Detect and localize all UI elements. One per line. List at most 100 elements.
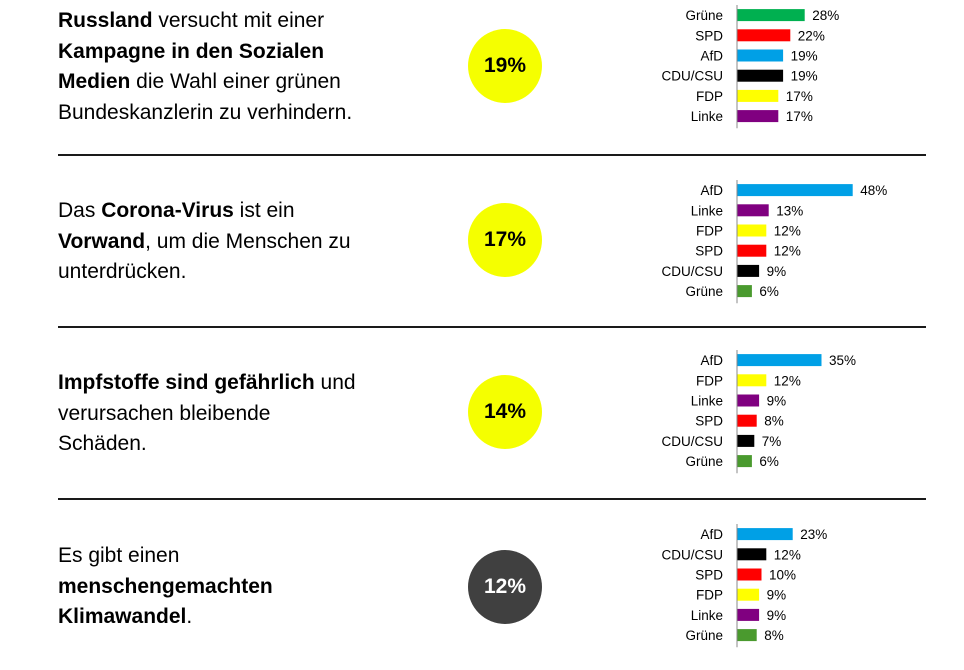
bar (737, 455, 752, 468)
category-label: SPD (695, 414, 723, 429)
bar (737, 414, 757, 427)
value-label: 6% (759, 454, 779, 469)
value-label: 10% (769, 568, 796, 583)
statement-line: Das Corona-Virus ist ein (58, 196, 438, 227)
statement-emphasis: Impfstoffe sind gefährlich (58, 371, 315, 394)
value-label: 22% (798, 28, 825, 43)
statement-text: Das Corona-Virus ist ein Vorwand, um die … (58, 196, 438, 288)
value-label: 8% (764, 414, 784, 429)
bar (737, 244, 767, 257)
category-label: FDP (696, 89, 723, 104)
category-label: Grüne (685, 628, 723, 643)
category-label: AfD (700, 49, 723, 64)
value-label: 12% (774, 224, 801, 239)
statement-line: menschengemachten (58, 572, 438, 603)
bar-chart-svg: AfD 23% CDU/CSU 12% SPD 10% FDP 9% Linke 9% Grüne 8… (661, 524, 827, 648)
statement-run: verursachen bleibende (58, 401, 271, 425)
statement-line: Bundeskanzlerin zu verhindern. (58, 98, 438, 129)
statement-run: unterdrücken. (58, 260, 187, 283)
category-label: Grüne (685, 284, 723, 299)
value-label: 17% (786, 89, 813, 104)
statement-emphasis: Vorwand (58, 229, 146, 253)
overall-percentage-badge: 14% (468, 375, 542, 449)
category-label: AfD (700, 353, 723, 368)
bar (737, 608, 760, 621)
statement-text: Russland versucht mit einer Kampagne in d… (58, 6, 438, 128)
section-divider (58, 154, 926, 156)
statement-run: versucht mit einer (152, 9, 325, 32)
bar (737, 568, 762, 581)
value-label: 9% (767, 588, 787, 603)
value-label: 12% (774, 373, 801, 388)
bar (737, 434, 755, 447)
bar (737, 264, 760, 277)
overall-percentage-badge: 19% (468, 29, 542, 103)
statement-text: Impfstoffe sind gefährlich und verursache… (58, 368, 438, 460)
category-label: AfD (700, 527, 723, 542)
value-label: 19% (791, 49, 818, 64)
bar (737, 49, 784, 62)
bar (737, 629, 757, 642)
statement-run: Das (58, 199, 102, 222)
statement-run: Schäden. (58, 432, 147, 455)
statement-line: Klimawandel. (58, 602, 438, 633)
statement-run: Es gibt einen (58, 544, 180, 567)
statement-emphasis: Corona-Virus (101, 199, 234, 222)
statement-run: . (186, 605, 193, 628)
statement-run: , um die Menschen zu (145, 229, 351, 253)
value-label: 48% (860, 183, 887, 198)
bar (737, 528, 793, 541)
statement-emphasis: Medien (58, 70, 131, 93)
category-label: Grüne (685, 454, 723, 469)
category-label: FDP (696, 224, 723, 239)
value-label: 8% (764, 628, 784, 643)
bar (737, 9, 805, 22)
bar (737, 29, 791, 42)
statement-line: unterdrücken. (58, 257, 438, 288)
party-bar-chart: AfD 23% CDU/CSU 12% SPD 10% FDP 9% Linke 9% Grüne 8… (640, 524, 940, 649)
value-label: 6% (759, 284, 779, 299)
bar (737, 374, 767, 387)
value-label: 17% (786, 109, 813, 124)
value-label: 12% (774, 547, 801, 562)
statement-line: Es gibt einen (58, 541, 438, 572)
category-label: Linke (691, 203, 723, 218)
bar (737, 354, 822, 367)
value-label: 7% (762, 434, 782, 449)
statement-run: die Wahl einer grünen (130, 70, 341, 93)
value-label: 23% (800, 527, 827, 542)
category-label: Linke (691, 608, 723, 623)
party-bar-chart: AfD 35% FDP 12% Linke 9% SPD 8% CDU/CSU 7% Grüne 6% (640, 350, 940, 475)
bar (737, 110, 779, 123)
bar (737, 184, 853, 197)
category-label: CDU/CSU (661, 547, 723, 562)
bar (737, 285, 752, 298)
overall-percentage-badge: 12% (468, 550, 542, 624)
statement-run: Bundeskanzlerin zu verhindern. (58, 100, 353, 124)
value-label: 9% (767, 394, 787, 409)
party-bar-chart: Grüne 28% SPD 22% AfD 19% CDU/CSU 19% FDP 17% Link… (640, 5, 940, 130)
bar (737, 588, 760, 601)
bar (737, 204, 769, 217)
bar-chart-svg: AfD 35% FDP 12% Linke 9% SPD 8% CDU/CSU 7% Grüne 6% (661, 350, 856, 474)
category-label: Linke (691, 394, 723, 409)
category-label: SPD (695, 244, 723, 259)
statement-line: Russland versucht mit einer (58, 6, 438, 37)
statement-line: verursachen bleibende (58, 399, 438, 430)
bar (737, 224, 767, 237)
statement-run: ist ein (233, 199, 295, 222)
statement-line: Kampagne in den Sozialen (58, 37, 438, 68)
category-label: CDU/CSU (661, 69, 723, 84)
bar (737, 69, 784, 82)
category-label: SPD (695, 28, 723, 43)
value-label: 35% (829, 353, 856, 368)
section-divider (58, 326, 926, 328)
party-bar-chart: AfD 48% Linke 13% FDP 12% SPD 12% CDU/CSU 9% Grüne… (640, 180, 940, 305)
category-label: Linke (691, 109, 723, 124)
category-label: FDP (696, 373, 723, 388)
value-label: 13% (776, 203, 803, 218)
statement-run: und (314, 371, 356, 394)
statement-text: Es gibt einen menschengemachten Klimawande… (58, 541, 438, 633)
statement-emphasis: Kampagne in den Sozialen (58, 39, 325, 63)
category-label: CDU/CSU (661, 264, 723, 279)
